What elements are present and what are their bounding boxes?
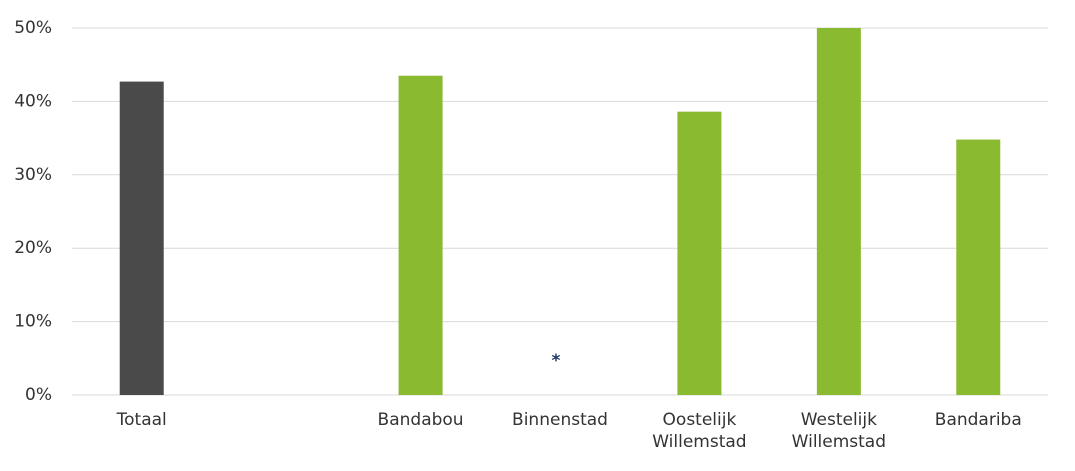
- y-tick-label: 50%: [14, 18, 52, 38]
- value-label: *: [552, 351, 561, 371]
- y-tick-label: 40%: [14, 91, 52, 111]
- x-tick-label: Oostelijk Willemstad: [652, 410, 747, 452]
- bar: [677, 111, 722, 396]
- x-tick-label: Westelijk Willemstad: [791, 410, 887, 452]
- bar: [956, 139, 1001, 395]
- x-tick-label: Binnenstad: [512, 410, 608, 430]
- bar: [398, 75, 443, 396]
- y-tick-label: 0%: [25, 385, 52, 405]
- bar: [119, 81, 164, 395]
- y-tick-label: 10%: [14, 312, 52, 332]
- x-tick-label: Bandariba: [934, 410, 1022, 430]
- x-tick-label: Bandabou: [377, 410, 464, 430]
- x-tick-label: Totaal: [116, 410, 167, 430]
- y-tick-label: 30%: [14, 165, 52, 185]
- bar: [816, 28, 861, 395]
- y-tick-label: 20%: [14, 238, 52, 258]
